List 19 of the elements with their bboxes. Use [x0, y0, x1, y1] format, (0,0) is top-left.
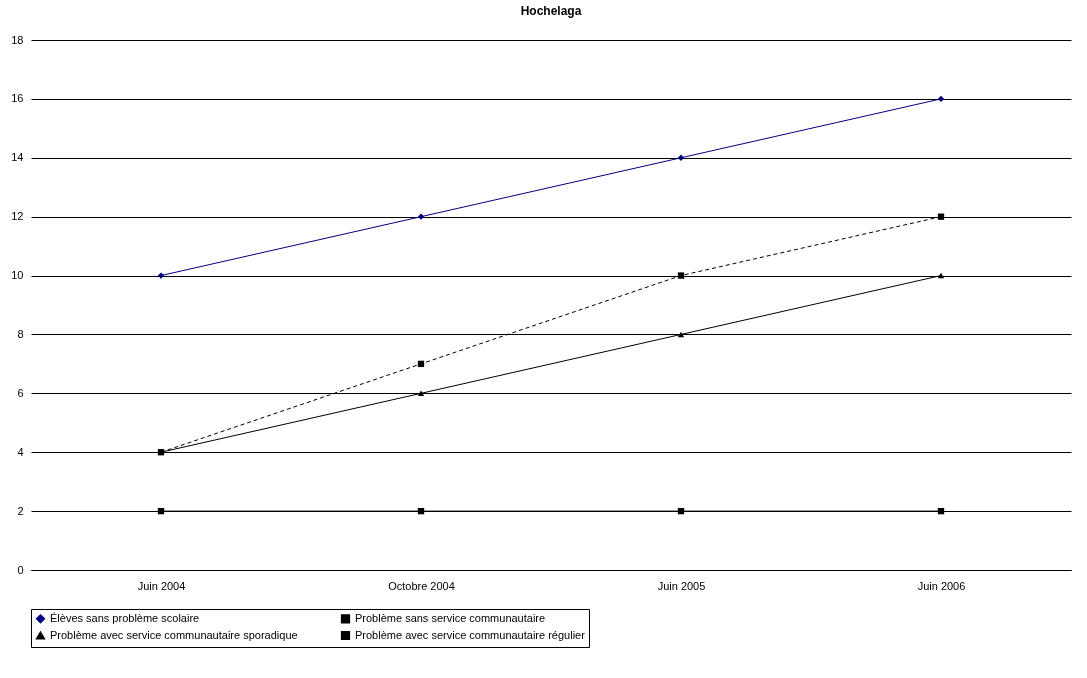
legend-label: Problème avec service communautaire sporadique — [50, 628, 298, 641]
x-tick-label: Octobre 2004 — [388, 579, 455, 592]
y-tick-label: 8 — [17, 327, 24, 340]
y-tick-label: 4 — [17, 445, 24, 458]
legend-label: Problème sans service communautaire — [355, 611, 546, 624]
y-tick-label: 16 — [11, 92, 24, 105]
y-tick-label: 12 — [11, 210, 24, 223]
x-tick-label: Juin 2006 — [917, 579, 966, 592]
x-tick-label: Juin 2004 — [137, 579, 186, 592]
y-tick-label: 6 — [17, 386, 24, 399]
x-tick-label: Juin 2005 — [657, 579, 706, 592]
y-tick-label: 14 — [11, 151, 24, 164]
y-tick-label: 18 — [11, 33, 24, 46]
legend-label: Élèves sans problème scolaire — [50, 611, 200, 624]
chart-title: Hochelaga — [520, 4, 582, 18]
y-tick-label: 10 — [11, 269, 24, 282]
y-tick-label: 2 — [17, 504, 24, 517]
y-tick-label: 0 — [17, 563, 24, 576]
legend-label: Problème avec service communautaire régulier — [355, 628, 586, 641]
